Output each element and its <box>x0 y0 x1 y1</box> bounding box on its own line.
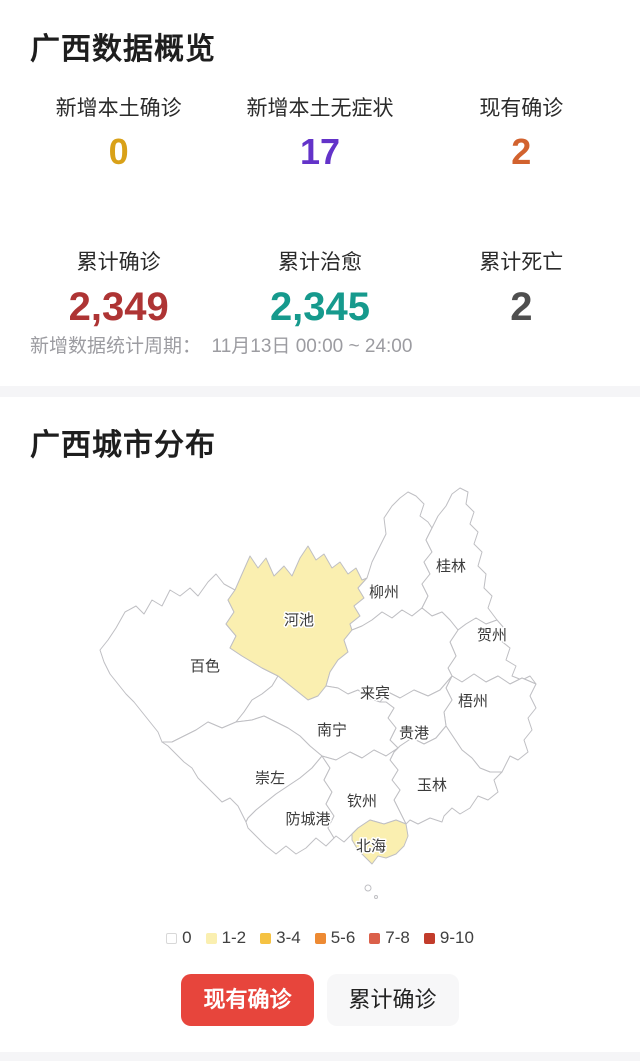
map-label-laibin: 来宾 <box>360 685 390 702</box>
map-region-beihai[interactable] <box>351 819 409 865</box>
map-label-liuzhou: 柳州 <box>369 584 399 601</box>
legend-label: 5-6 <box>330 928 356 947</box>
legend-item-0: 0 <box>166 928 192 948</box>
map-label-guilin: 桂林 <box>436 558 466 575</box>
stat-new-local-asymptomatic: 新增本土无症状 17 <box>219 92 420 173</box>
metric-toggle: 现有确诊 累计确诊 <box>0 974 640 1027</box>
stat-value: 2,349 <box>68 285 169 329</box>
legend-swatch <box>369 932 381 944</box>
stat-value: 2 <box>511 131 532 172</box>
legend-item-3-4: 3-4 <box>260 928 301 948</box>
stat-label: 现有确诊 <box>479 97 564 120</box>
map-label-qinzhou: 钦州 <box>347 793 377 810</box>
stat-label: 新增本土无症状 <box>246 97 394 120</box>
map-label-nanning: 南宁 <box>317 722 347 739</box>
legend-swatch <box>260 932 272 944</box>
existing-confirmed-tab[interactable]: 现有确诊 <box>181 974 314 1027</box>
legend-swatch <box>166 932 178 944</box>
map-label-wuzhou: 梧州 <box>458 693 488 710</box>
stat-value: 2,345 <box>269 285 371 329</box>
legend-item-1-2: 1-2 <box>205 928 247 948</box>
map-label-hechi: 河池 <box>284 612 314 629</box>
stats-row-cumulative: 累计确诊 2,349 累计治愈 2,345 累计死亡 2 <box>18 246 622 330</box>
stat-cumulative-confirmed: 累计确诊 2,349 <box>18 246 219 330</box>
stat-value: 17 <box>299 131 341 172</box>
legend-label: 1-2 <box>221 928 247 947</box>
island-dot <box>364 884 372 892</box>
legend-label: 3-4 <box>276 928 301 947</box>
legend-swatch <box>423 932 435 944</box>
stat-label: 累计确诊 <box>76 251 161 274</box>
legend-swatch <box>314 932 326 944</box>
map-region-chongzuo[interactable] <box>161 715 323 823</box>
map-label-guigang: 贵港 <box>399 725 429 742</box>
stat-label: 累计治愈 <box>277 251 362 274</box>
stat-label: 新增本土确诊 <box>55 97 182 120</box>
cumulative-confirmed-tab[interactable]: 累计确诊 <box>326 974 459 1027</box>
island-dot <box>374 895 378 899</box>
city-distribution-title: 广西城市分布 <box>30 429 216 462</box>
map-label-baise: 百色 <box>190 658 220 675</box>
legend-item-9-10: 9-10 <box>423 928 474 948</box>
map-label-fangchenggang: 防城港 <box>285 811 330 828</box>
map-label-hezhou: 贺州 <box>477 627 507 644</box>
stat-cumulative-deaths: 累计死亡 2 <box>421 246 622 330</box>
map-label-beihai: 北海 <box>356 838 386 855</box>
legend-label: 7-8 <box>385 928 410 947</box>
legend-item-5-6: 5-6 <box>314 928 356 948</box>
stats-row-new: 新增本土确诊 0 新增本土无症状 17 现有确诊 2 <box>18 92 622 173</box>
map-label-yulin: 玉林 <box>417 777 447 794</box>
stat-new-local-confirmed: 新增本土确诊 0 <box>18 92 219 173</box>
map-region-guilin[interactable] <box>421 487 498 631</box>
legend-label: 0 <box>182 928 192 947</box>
section-divider <box>0 386 640 397</box>
statistics-period-note: 新增数据统计周期： 11月13日 00:00 ~ 24:00 <box>30 336 413 357</box>
stat-label: 累计死亡 <box>479 251 564 274</box>
stat-value: 0 <box>108 131 129 172</box>
stat-existing-confirmed: 现有确诊 2 <box>421 92 622 173</box>
map-legend: 0 1-2 3-4 5-6 7-8 9-10 <box>0 928 640 948</box>
stat-cumulative-cured: 累计治愈 2,345 <box>219 246 420 330</box>
legend-item-7-8: 7-8 <box>369 928 410 948</box>
map-label-chongzuo: 崇左 <box>255 770 285 787</box>
overview-title: 广西数据概览 <box>30 33 216 66</box>
section-divider <box>0 1052 640 1061</box>
legend-swatch <box>205 932 217 944</box>
stat-value: 2 <box>510 285 533 329</box>
legend-label: 9-10 <box>439 928 474 947</box>
